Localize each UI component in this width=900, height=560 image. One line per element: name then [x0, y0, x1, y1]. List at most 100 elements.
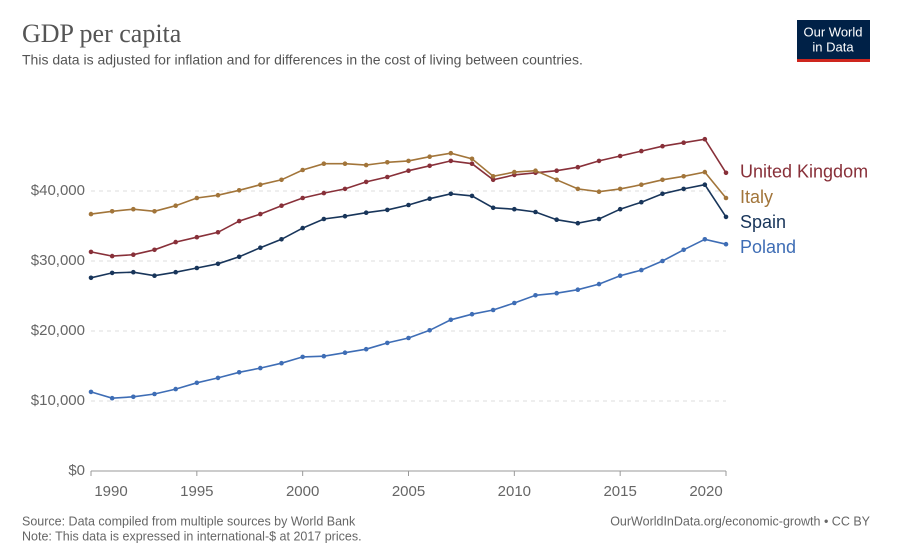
- data-point: [660, 143, 665, 149]
- data-point: [385, 160, 390, 165]
- data-point: [575, 186, 581, 192]
- data-point: [427, 163, 432, 169]
- y-tick-label: $40,000: [31, 182, 85, 199]
- data-point: [131, 206, 136, 212]
- data-point: [448, 317, 454, 323]
- data-point: [342, 350, 348, 356]
- data-point: [109, 395, 115, 401]
- data-point: [469, 161, 475, 166]
- data-point: [575, 220, 581, 226]
- chart-title: GDP per capita: [22, 19, 182, 48]
- data-point: [469, 311, 475, 317]
- y-tick-label: $0: [68, 462, 85, 479]
- footnote: Note: This data is expressed in internat…: [22, 529, 362, 543]
- data-point: [723, 195, 729, 201]
- data-point: [448, 158, 454, 164]
- data-point: [723, 214, 729, 220]
- data-point: [406, 335, 411, 341]
- data-point: [152, 247, 157, 253]
- data-point: [723, 170, 729, 176]
- data-point: [702, 237, 708, 242]
- data-point: [512, 300, 517, 306]
- x-tick-label: 1995: [180, 483, 213, 500]
- data-point: [279, 203, 284, 208]
- data-point: [194, 380, 200, 386]
- data-point: [258, 365, 263, 371]
- data-point: [363, 162, 369, 168]
- data-point: [681, 140, 686, 145]
- data-point: [279, 177, 284, 183]
- data-point: [194, 265, 200, 271]
- x-tick-label: 1990: [94, 483, 127, 500]
- x-tick-label: 2010: [498, 483, 531, 500]
- data-point: [469, 193, 475, 199]
- data-point: [406, 158, 411, 164]
- data-point: [109, 270, 115, 276]
- data-point: [194, 195, 200, 201]
- data-point: [427, 154, 432, 159]
- data-point: [490, 177, 496, 183]
- logo: Our World in Data: [797, 20, 870, 62]
- data-point: [321, 190, 327, 196]
- data-point: [321, 216, 327, 222]
- data-point: [723, 241, 729, 247]
- legend-label: Italy: [740, 187, 773, 207]
- data-point: [258, 245, 263, 250]
- data-point: [88, 389, 94, 395]
- data-point: [300, 167, 305, 173]
- data-point: [639, 199, 644, 205]
- data-point: [173, 239, 178, 245]
- data-point: [109, 253, 115, 259]
- data-point: [681, 186, 686, 192]
- x-tick-label: 2020: [689, 483, 722, 500]
- data-point: [617, 153, 623, 159]
- logo-text: Our World: [804, 24, 863, 39]
- data-point: [406, 168, 411, 173]
- data-point: [300, 354, 305, 360]
- data-point: [258, 182, 263, 187]
- data-point: [109, 209, 115, 214]
- data-point: [490, 174, 496, 179]
- x-tick-label: 2005: [392, 483, 425, 500]
- logo-box: [797, 20, 870, 62]
- data-point: [173, 269, 178, 275]
- data-point: [131, 269, 136, 275]
- logo-stripe: [797, 59, 870, 62]
- data-point: [596, 158, 602, 164]
- data-point: [215, 192, 221, 198]
- data-point: [406, 202, 411, 208]
- data-point: [321, 161, 327, 166]
- data-point: [702, 169, 708, 175]
- y-tick-label: $30,000: [31, 252, 85, 269]
- data-point: [596, 281, 602, 287]
- credit: OurWorldInData.org/economic-growth • CC …: [610, 514, 870, 528]
- data-point: [702, 182, 708, 187]
- data-point: [469, 156, 475, 162]
- data-point: [342, 186, 348, 192]
- data-point: [385, 174, 390, 180]
- data-point: [363, 346, 369, 352]
- data-point: [533, 168, 538, 173]
- legend-label: Spain: [740, 212, 786, 232]
- legend-label: Poland: [740, 237, 796, 257]
- series-line: [90, 183, 727, 279]
- data-point: [385, 207, 390, 213]
- data-point: [215, 230, 221, 235]
- data-point: [533, 293, 538, 298]
- data-point: [385, 340, 390, 346]
- data-point: [194, 234, 200, 240]
- data-point: [512, 169, 517, 175]
- data-point: [490, 307, 496, 313]
- y-tick-label: $20,000: [31, 322, 85, 339]
- data-point: [660, 191, 665, 197]
- data-point: [236, 188, 242, 193]
- data-point: [173, 203, 178, 208]
- data-point: [533, 209, 538, 215]
- data-point: [131, 252, 136, 257]
- data-point: [88, 211, 94, 217]
- data-point: [554, 168, 559, 173]
- data-point: [215, 375, 221, 381]
- x-tick-label: 2015: [603, 483, 636, 500]
- data-point: [342, 213, 348, 219]
- data-point: [639, 182, 644, 187]
